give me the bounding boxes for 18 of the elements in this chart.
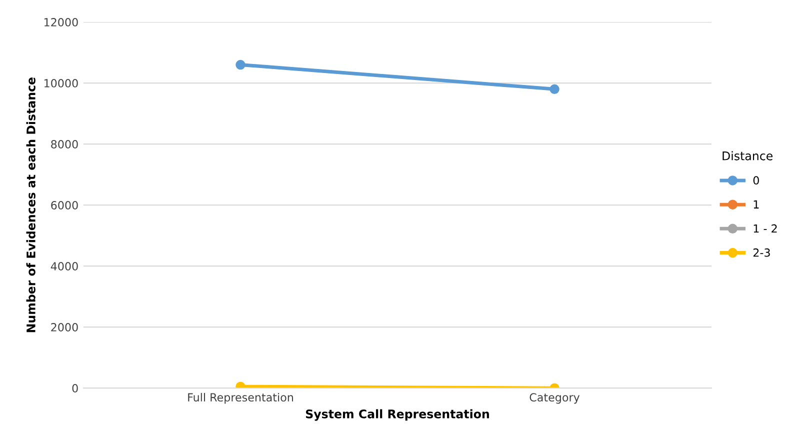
x-axis-title: System Call Representation: [306, 409, 489, 421]
x-tick-label: Category: [530, 393, 580, 404]
point: [236, 60, 246, 70]
legend-label: 1 - 2: [754, 224, 777, 233]
y-tick-label: 4000: [50, 262, 78, 270]
y-tick-label: 0: [72, 384, 78, 392]
legend-label: 0: [753, 176, 759, 185]
y-tick-label: 8000: [51, 140, 78, 148]
legend-title: Distance: [722, 151, 773, 160]
legend-label: 2-3: [753, 248, 770, 257]
legend-label: 1: [754, 200, 759, 208]
x-tick-label: Full Representation: [188, 392, 293, 404]
y-tick-label: 10000: [44, 79, 78, 88]
y-axis-title: Number of Evidences at each Distance: [26, 78, 36, 332]
y-tick-label: 2000: [51, 323, 78, 332]
point: [550, 84, 560, 94]
y-tick-label: 6000: [51, 201, 78, 210]
y-tick-label: 12000: [44, 18, 78, 26]
